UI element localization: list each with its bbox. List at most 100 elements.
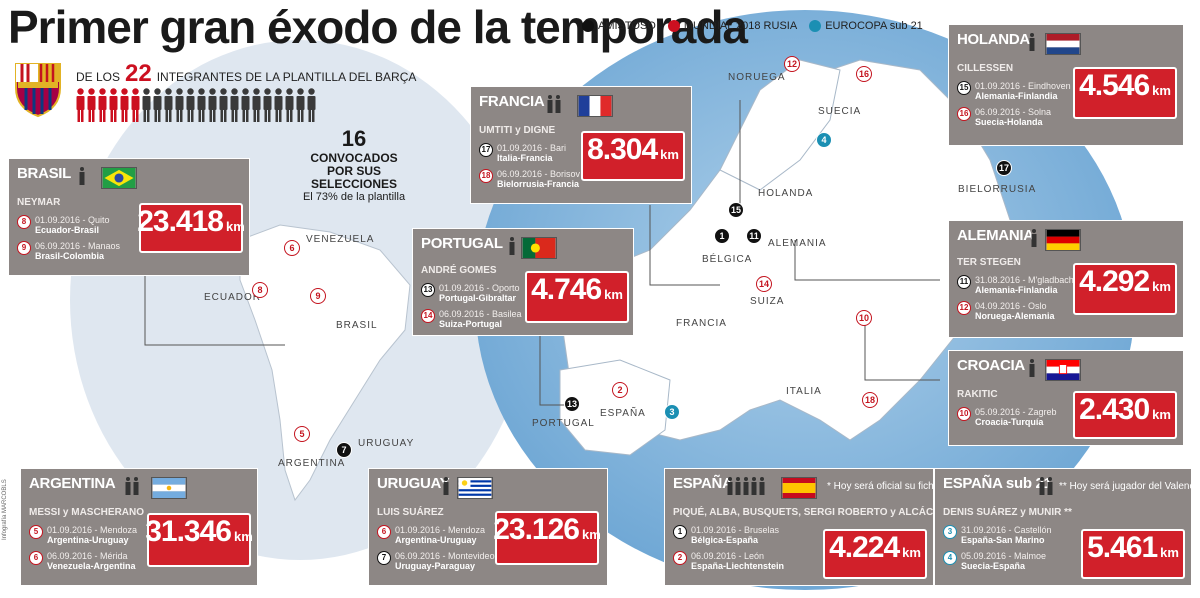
distance-unit: km <box>902 545 921 560</box>
legend-label-amistoso: AMISTOSO <box>598 20 656 32</box>
match-teams: Suecia-España <box>961 561 1026 571</box>
player-figures <box>76 88 316 122</box>
marker-16: 16 <box>856 66 872 82</box>
player-figure-icon <box>153 88 162 122</box>
distance-value: 4.746 <box>531 273 602 306</box>
box-alemania: ALEMANIA TER STEGEN 11 31.08.2016 - M'gla… <box>948 220 1184 338</box>
flag-espana-icon <box>781 477 817 499</box>
match-number-badge: 17 <box>479 143 493 157</box>
label-ecuador: ECUADOR <box>204 292 262 303</box>
match-number-badge: 1 <box>673 525 687 539</box>
match-teams: Alemania-Finlandia <box>975 285 1058 295</box>
flag-brasil-icon <box>101 167 137 189</box>
player-figure-icon <box>241 88 250 122</box>
match-date: 06.09.2016 - Basilea <box>439 309 522 319</box>
distance-badge: 4.292 km <box>1073 263 1177 315</box>
espana21-note: ** Hoy será jugador del Valencia <box>1059 481 1200 492</box>
match-teams: España-Liechtenstein <box>691 561 785 571</box>
match-date: 01.09.2016 - Quito <box>35 215 110 225</box>
match-number-badge: 4 <box>943 551 957 565</box>
country-name: HOLANDA <box>957 31 1030 48</box>
match-teams: Argentina-Uruguay <box>395 535 477 545</box>
distance-value: 23.418 <box>137 205 224 238</box>
country-name: CROACIA <box>957 357 1025 374</box>
marker-13: 13 <box>564 396 580 412</box>
distance-badge: 5.461 km <box>1081 529 1185 579</box>
match-date: 06.09.2016 - Borisov <box>497 169 581 179</box>
label-italia: ITALIA <box>786 386 822 397</box>
match-row: 7 06.09.2016 - Montevideo Uruguay-Paraguay <box>377 551 495 571</box>
box-francia: FRANCIA UMTITI y DIGNE 17 01.09.2016 - Ba… <box>470 86 692 204</box>
match-row: 10 05.09.2016 - Zagreb Croacia-Turquía <box>957 407 1057 427</box>
players-text: DENIS SUÁREZ y MUNIR ** <box>943 507 1072 518</box>
player-figure-icon <box>131 88 140 122</box>
marker-1: 1 <box>714 228 730 244</box>
player-count-icon <box>1039 477 1053 495</box>
match-number-badge: 2 <box>673 551 687 565</box>
country-name: ESPAÑA <box>673 475 733 492</box>
distance-unit: km <box>1152 407 1171 422</box>
espana-note: * Hoy será oficial su fichaje <box>827 481 948 492</box>
player-figure-icon <box>219 88 228 122</box>
player-figure-icon <box>109 88 118 122</box>
match-date: 31.09.2016 - Castellón <box>961 525 1052 535</box>
match-teams: Alemania-Finlandia <box>975 91 1058 101</box>
players-text: RAKITIC <box>957 389 998 400</box>
distance-badge: 31.346 km <box>145 513 253 567</box>
player-figure-icon <box>285 88 294 122</box>
player-figure-icon <box>120 88 129 122</box>
players-text: ANDRÉ GOMES <box>421 265 497 276</box>
player-count-icon <box>727 477 765 495</box>
players-text: NEYMAR <box>17 197 61 208</box>
country-name: ESPAÑA sub 21 <box>943 475 1052 492</box>
match-number-badge: 18 <box>479 169 493 183</box>
box-espana: ESPAÑA * Hoy será oficial su fichaje PIQ… <box>664 468 951 586</box>
distance-badge: 2.430 km <box>1073 391 1177 439</box>
player-count-icon <box>125 477 139 495</box>
box-brasil: BRASIL NEYMAR 8 01.09.2016 - Quito Ecuador… <box>8 158 250 276</box>
player-count-icon <box>443 477 449 495</box>
marker-12: 12 <box>784 56 800 72</box>
marker-2: 2 <box>612 382 628 398</box>
match-teams: Ecuador-Brasil <box>35 225 100 235</box>
match-number-badge: 10 <box>957 407 971 421</box>
distance-unit: km <box>604 287 623 302</box>
distance-unit: km <box>660 147 679 162</box>
match-row: 8 01.09.2016 - Quito Ecuador-Brasil <box>17 215 110 235</box>
match-date: 04.09.2016 - Oslo <box>975 301 1047 311</box>
match-row: 2 06.09.2016 - León España-Liechtenstein <box>673 551 784 571</box>
label-francia: FRANCIA <box>676 318 727 329</box>
distance-badge: 23.418 km <box>137 203 245 253</box>
player-figure-icon <box>263 88 272 122</box>
match-number-badge: 11 <box>957 275 971 289</box>
player-figure-icon <box>252 88 261 122</box>
player-figure-icon <box>164 88 173 122</box>
distance-unit: km <box>225 219 245 234</box>
label-suecia: SUECIA <box>818 106 862 117</box>
distance-badge: 4.746 km <box>525 271 629 323</box>
distance-unit: km <box>233 529 253 544</box>
player-figure-icon <box>230 88 239 122</box>
player-figure-icon <box>186 88 195 122</box>
match-teams: Argentina-Uruguay <box>47 535 129 545</box>
marker-6: 6 <box>284 240 300 256</box>
match-row: 3 31.09.2016 - Castellón España-San Marino <box>943 525 1052 545</box>
label-alemania: ALEMANIA <box>768 238 827 249</box>
country-name: PORTUGAL <box>421 235 503 252</box>
convocados-pct: El 73% de la plantilla <box>302 191 406 203</box>
player-count-icon <box>1029 359 1035 377</box>
marker-14: 14 <box>756 276 772 292</box>
player-count-icon <box>79 167 85 185</box>
leader-croacia <box>864 315 940 381</box>
flag-francia-icon <box>577 95 613 117</box>
player-figure-icon <box>142 88 151 122</box>
label-holanda: HOLANDA <box>758 188 814 199</box>
player-count-icon <box>1031 229 1037 247</box>
match-number-badge: 7 <box>377 551 391 565</box>
distance-value: 4.546 <box>1079 69 1150 102</box>
flag-argentina-icon <box>151 477 187 499</box>
distance-value: 4.292 <box>1079 265 1150 298</box>
marker-15: 15 <box>728 202 744 218</box>
match-date: 06.09.2016 - Manaos <box>35 241 121 251</box>
page-title: Primer gran éxodo de la temporada <box>8 1 748 53</box>
